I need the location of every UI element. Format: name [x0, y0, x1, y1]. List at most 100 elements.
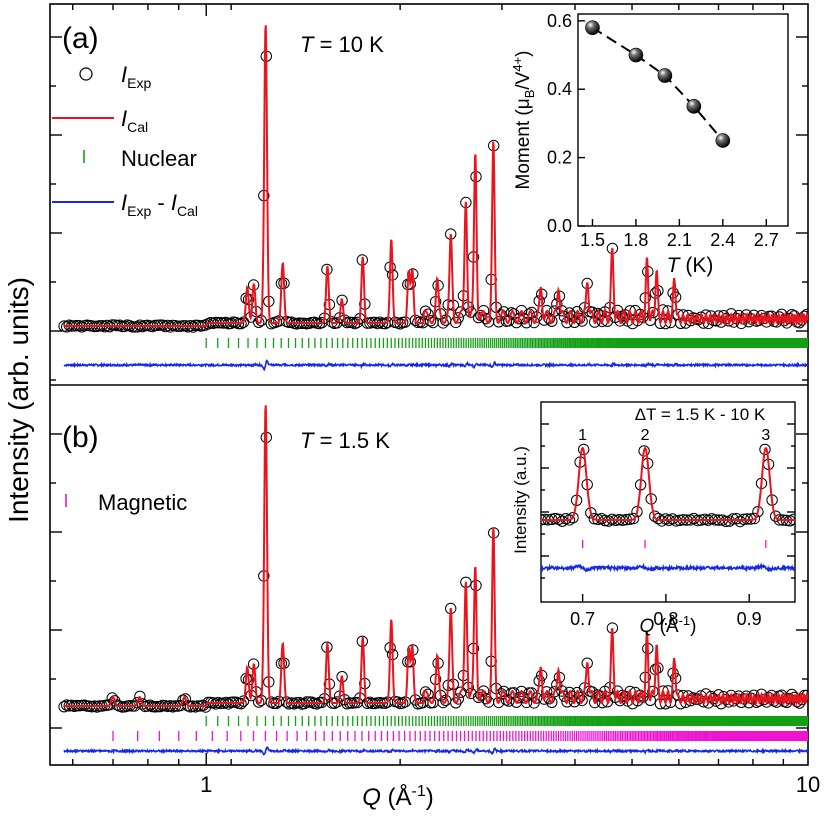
observed-point: [546, 696, 558, 708]
inset-b-peak-label: 2: [641, 427, 650, 444]
x-axis-label: Q (Å-1): [362, 783, 434, 811]
inset-b-observed-point: [588, 513, 600, 525]
observed-point: [134, 690, 146, 702]
inset-b-x-tick-label: 0.7: [570, 609, 595, 629]
inset-a-points: [585, 20, 731, 148]
legend-cal-label: ICal: [121, 106, 148, 135]
panel-a-label: (a): [62, 22, 99, 55]
inset-b-x-tick-label: 0.8: [653, 609, 678, 629]
observed-point: [576, 694, 588, 707]
inset-a-frame: [577, 13, 789, 227]
observed-point: [530, 311, 543, 323]
observed-point: [179, 693, 192, 705]
legend-nuclear-label: Nuclear: [121, 146, 197, 171]
observed-point: [437, 696, 449, 709]
inset-b-observed-point: [556, 515, 568, 527]
panel-b-difference-line: [63, 746, 808, 756]
inset-a-point: [686, 99, 702, 114]
panel-b-nuclear-ticks: [205, 716, 808, 726]
inset-b-observed-point: [734, 515, 746, 528]
inset-b-observed-point: [567, 512, 579, 524]
inset-b-observed-point: [748, 512, 761, 525]
observed-point: [503, 695, 515, 707]
inset-a-y-tick-label: 0.0: [547, 216, 572, 236]
inset-a-y-tick-label: 0.2: [547, 148, 572, 168]
x-tick-label: 10: [796, 772, 820, 797]
legend-exp-label: IExp: [121, 62, 151, 91]
inset-b-ticks: 0.7 0.8 0.9: [541, 423, 795, 629]
inset-a-x-tick-label: 1.5: [580, 230, 605, 250]
inset-b-difference-line: [541, 562, 795, 573]
inset-b-observed-point: [770, 510, 782, 522]
observed-point: [576, 315, 588, 327]
inset-a-y-label: Moment (μB/V4+): [510, 51, 537, 190]
observed-point: [424, 315, 437, 327]
panel-a-temperature: T = 10 K: [300, 32, 384, 57]
inset-a-x-tick-label: 2.4: [710, 230, 735, 250]
observed-point: [452, 312, 464, 324]
panel-a-nuclear-ticks: [205, 338, 808, 348]
legend-exp-marker: [79, 67, 93, 81]
observed-point: [452, 693, 464, 705]
inset-a-point: [715, 133, 731, 148]
panel-b-calculated-line: [64, 405, 808, 707]
observed-point: [422, 688, 434, 700]
observed-point: [253, 316, 265, 328]
inset-b-magnetic-ticks: [581, 540, 767, 548]
legend-diff-label: IExp - ICal: [121, 190, 198, 219]
observed-point: [268, 697, 280, 709]
legend-magnetic-label: Magnetic: [98, 490, 187, 515]
x-tick-label: 1: [200, 772, 212, 797]
inset-b-peak-label: 3: [761, 427, 770, 444]
inset-a-point: [657, 68, 673, 83]
inset-b-x-label: Q (Å-1): [640, 613, 697, 637]
panel-b-temperature: T = 1.5 K: [300, 428, 390, 453]
observed-point: [541, 686, 553, 698]
panel-b-label: (b): [62, 421, 99, 454]
y-axis-ticks: [50, 36, 808, 729]
observed-point: [237, 695, 250, 707]
observed-point: [465, 306, 477, 318]
observed-point: [422, 308, 434, 320]
inset-a-point: [628, 47, 644, 63]
observed-point: [556, 685, 568, 697]
inset-b-x-tick-label: 0.9: [737, 609, 762, 629]
inset-b: 0.7 0.8 0.9 1 2 3 ΔT = 1.5 K - 10 K Intensit…: [511, 401, 796, 637]
inset-b-title: ΔT = 1.5 K - 10 K: [635, 405, 766, 424]
inset-b-observed-point: [720, 515, 732, 528]
observed-point: [675, 698, 687, 710]
inset-a-ticks: 1.5 1.8 2.1 2.4 2.7 0.0 0.2 0.4 0.6: [547, 11, 779, 250]
panel-b-legend: Magnetic: [65, 490, 187, 515]
inset-a: 1.5 1.8 2.1 2.4 2.7 0.0 0.2 0.4 0.6 T (K) Moment…: [510, 11, 789, 277]
inset-b-calculated-line: [541, 446, 795, 521]
observed-point: [548, 686, 560, 698]
panel-a-legend: IExp ICal Nuclear IExp - ICal: [52, 62, 198, 219]
inset-b-y-label: Intensity (a.u.): [511, 446, 530, 554]
inset-b-peak-labels: 1 2 3: [578, 427, 770, 444]
inset-b-peak-label: 1: [578, 427, 587, 444]
inset-a-y-tick-label: 0.4: [547, 79, 572, 99]
observed-point: [541, 304, 553, 317]
observed-point: [437, 317, 449, 329]
observed-point: [573, 691, 586, 704]
inset-b-observed-point: [652, 512, 664, 525]
panel-b: (b) T = 1.5 K Magnetic 0.7 0.8 0.9 1: [58, 401, 808, 756]
panel-b-magnetic-ticks: [112, 731, 808, 741]
inset-a-x-tick-label: 1.8: [623, 230, 648, 250]
observed-point: [419, 686, 432, 698]
observed-point: [253, 696, 265, 708]
inset-a-x-label: T (K): [667, 254, 714, 277]
panel-a-calculated-line: [64, 25, 808, 327]
observed-point: [556, 305, 568, 317]
observed-point: [520, 317, 533, 329]
inset-b-observed-point: [631, 506, 643, 518]
inset-a-x-tick-label: 2.1: [667, 230, 692, 250]
observed-point: [394, 318, 406, 330]
observed-point: [548, 305, 560, 317]
observed-point: [419, 305, 432, 317]
inset-a-point: [585, 20, 600, 35]
inset-b-observed-point: [627, 512, 640, 525]
inset-a-y-tick-label: 0.6: [547, 11, 572, 31]
panel-a: (a) T = 10 K IExp ICal Nuclear IExp - IC…: [52, 11, 808, 372]
